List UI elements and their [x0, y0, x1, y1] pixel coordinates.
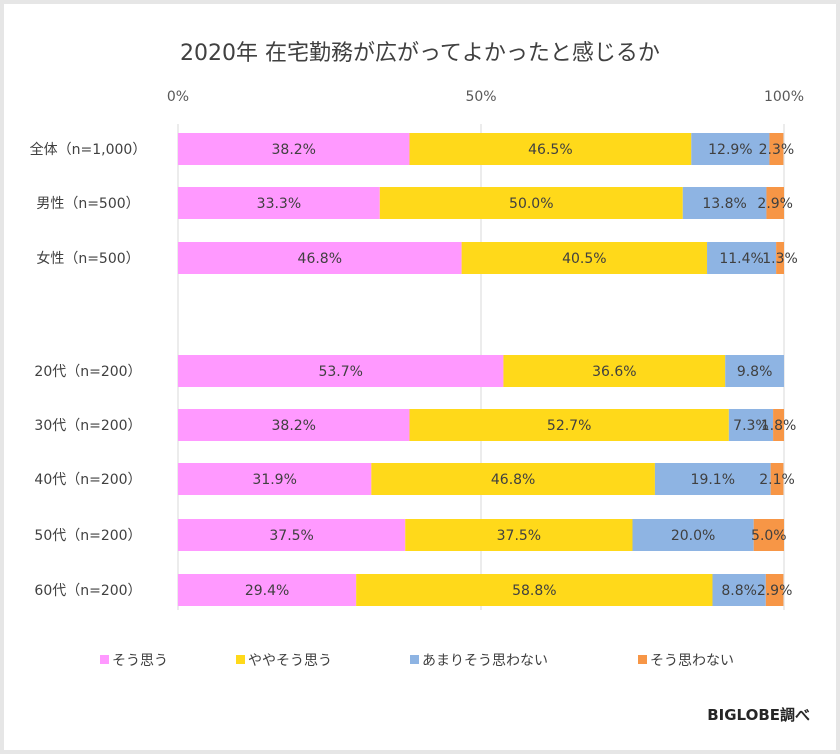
- bar-segment: [503, 355, 726, 387]
- data-label: 20.0%: [671, 528, 715, 544]
- legend-label: ややそう思う: [248, 653, 332, 669]
- data-label: 11.4%: [719, 251, 763, 267]
- bar-segment: [712, 574, 766, 606]
- data-label: 50.0%: [509, 196, 553, 212]
- bar-segment: [178, 409, 410, 441]
- category-label: 60代（n=200）: [34, 583, 141, 599]
- data-label: 5.0%: [751, 528, 787, 544]
- bar-segment: [773, 409, 784, 441]
- data-label: 1.8%: [761, 418, 797, 434]
- data-label: 7.3%: [733, 418, 769, 434]
- bar-segment: [178, 187, 380, 219]
- data-label: 46.8%: [491, 472, 535, 488]
- legend-swatch: [236, 655, 245, 664]
- chart-frame: 2020年 在宅勤務が広がってよかったと感じるか 0% 50% 100% 全体（n=…: [4, 4, 836, 750]
- x-tick-labels: 0% 50% 100%: [167, 89, 804, 105]
- legend-item: そう思わない: [638, 653, 734, 669]
- data-label: 33.3%: [257, 196, 301, 212]
- data-label: 46.8%: [298, 251, 342, 267]
- category-label: 20代（n=200）: [34, 364, 141, 380]
- bar-segment: [178, 242, 462, 274]
- x-tick-label: 50%: [465, 89, 496, 105]
- category-label: 男性（n=500）: [36, 196, 139, 212]
- bar-series: [178, 133, 784, 606]
- legend-swatch: [100, 655, 109, 664]
- data-label: 52.7%: [547, 418, 591, 434]
- bar-segment: [178, 355, 504, 387]
- data-label: 1.3%: [762, 251, 798, 267]
- bar-segment: [654, 463, 771, 495]
- bar-segment: [765, 574, 784, 606]
- category-label: 全体（n=1,000）: [30, 141, 147, 158]
- bar-segment: [405, 519, 633, 551]
- category-label: 女性（n=500）: [36, 250, 139, 267]
- data-label: 2.1%: [759, 472, 795, 488]
- x-tick-label: 100%: [764, 89, 804, 105]
- category-label: 40代（n=200）: [34, 472, 141, 488]
- category-label: 30代（n=200）: [34, 418, 141, 434]
- source-credit: BIGLOBE調べ: [707, 706, 810, 724]
- data-label: 46.5%: [528, 142, 572, 158]
- bar-segment: [178, 574, 357, 606]
- bar-segment: [769, 133, 784, 165]
- data-label: 19.1%: [691, 472, 735, 488]
- bar-segment: [770, 463, 784, 495]
- bar-segment: [682, 187, 767, 219]
- legend-swatch: [410, 655, 419, 664]
- data-label: 38.2%: [272, 418, 316, 434]
- data-label: 38.2%: [272, 142, 316, 158]
- legend-swatch: [638, 655, 647, 664]
- bar-segment: [356, 574, 713, 606]
- bar-segment: [728, 409, 774, 441]
- bar-segment: [766, 187, 784, 219]
- bar-segment: [707, 242, 777, 274]
- data-label: 58.8%: [512, 583, 556, 599]
- data-label: 12.9%: [708, 142, 752, 158]
- data-label: 2.9%: [757, 196, 793, 212]
- legend-item: ややそう思う: [236, 653, 332, 669]
- data-label: 2.3%: [759, 142, 795, 158]
- data-labels: 38.2% 46.5% 12.9% 2.3% 33.3% 50.0% 13.8% 2.9% 46…: [245, 142, 798, 599]
- legend-item: そう思う: [100, 653, 168, 669]
- data-label: 13.8%: [702, 196, 746, 212]
- bar-segment: [379, 187, 683, 219]
- data-label: 37.5%: [497, 528, 541, 544]
- chart-title: 2020年 在宅勤務が広がってよかったと感じるか: [180, 41, 660, 66]
- data-label: 9.8%: [737, 364, 773, 380]
- bar-segment: [409, 133, 692, 165]
- bar-segment: [776, 242, 784, 274]
- bar-segment: [691, 133, 770, 165]
- data-label: 2.9%: [757, 583, 793, 599]
- bar-segment: [632, 519, 754, 551]
- bar-segment: [461, 242, 708, 274]
- legend-label: そう思う: [112, 653, 168, 669]
- data-label: 53.7%: [318, 364, 362, 380]
- legend-label: そう思わない: [650, 653, 734, 669]
- bar-segment: [371, 463, 655, 495]
- bar-segment: [753, 519, 784, 551]
- data-label: 31.9%: [252, 472, 296, 488]
- bar-segment: [178, 519, 406, 551]
- category-labels: 全体（n=1,000） 男性（n=500） 女性（n=500） 20代（n=200） 3…: [30, 141, 147, 599]
- x-tick-label: 0%: [167, 89, 189, 105]
- data-label: 40.5%: [562, 251, 606, 267]
- bar-segment: [178, 133, 410, 165]
- data-label: 37.5%: [269, 528, 313, 544]
- data-label: 8.8%: [721, 583, 757, 599]
- category-label: 50代（n=200）: [34, 528, 141, 544]
- stacked-bar-chart: 2020年 在宅勤務が広がってよかったと感じるか 0% 50% 100% 全体（n=…: [30, 41, 810, 724]
- data-label: 36.6%: [592, 364, 636, 380]
- legend-item: あまりそう思わない: [410, 653, 548, 669]
- legend: そう思う ややそう思う あまりそう思わない そう思わない: [100, 653, 734, 669]
- bar-segment: [178, 463, 372, 495]
- bar-segment: [725, 355, 784, 387]
- bar-segment: [409, 409, 729, 441]
- data-label: 29.4%: [245, 583, 289, 599]
- legend-label: あまりそう思わない: [422, 653, 548, 669]
